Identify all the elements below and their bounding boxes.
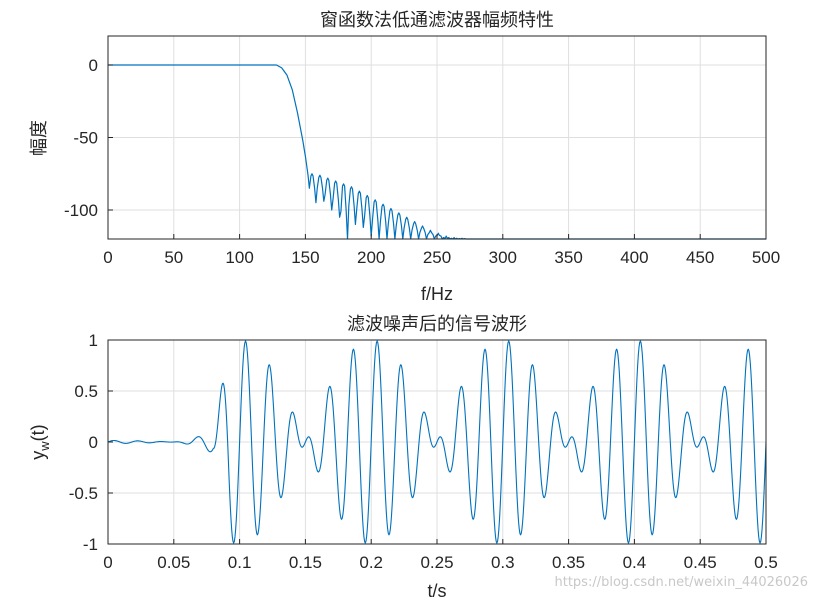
y-axis-label-1: 幅度	[29, 120, 50, 156]
x-tick-label: 500	[752, 248, 780, 267]
x-tick-label: 0.2	[359, 553, 383, 572]
x-tick-label: 0.45	[684, 553, 717, 572]
y-tick-label: -100	[64, 201, 98, 220]
x-tick-label: 450	[686, 248, 714, 267]
grid-1	[108, 36, 766, 239]
x-tick-label: 0.4	[623, 553, 647, 572]
y-axis-label-2-main: y	[28, 451, 48, 460]
x-tick-label: 400	[620, 248, 648, 267]
x-tick-label: 200	[357, 248, 385, 267]
magnitude-series-line	[108, 64, 766, 240]
x-tick-label: 0.25	[420, 553, 453, 572]
x-tick-label: 100	[225, 248, 253, 267]
y-axis-label-2-suffix: (t)	[28, 424, 48, 441]
x-tick-label: 350	[554, 248, 582, 267]
y-tick-label: 0	[89, 433, 98, 452]
magnitude-response-axes: 0 50 100 150 200 250 300 350 400 450 500 0 -50 -100 窗…	[29, 10, 780, 304]
signal-series-line	[107, 340, 767, 544]
x-axis-label-2: t/s	[427, 581, 446, 599]
x-tick-label: 0.3	[491, 553, 515, 572]
x-tick-label: 0.35	[552, 553, 585, 572]
x-tick-label: 0.05	[157, 553, 190, 572]
y-axis-label-2: yw(t)	[28, 424, 52, 459]
x-tick-label: 0.15	[289, 553, 322, 572]
x-tick-label: 0	[103, 553, 112, 572]
signal-curve	[107, 340, 767, 544]
magnitude-curve	[108, 64, 766, 240]
y-tick-label: -0.5	[69, 484, 98, 503]
ticks-2: 0 0.05 0.1 0.15 0.2 0.25 0.3 0.35 0.4 0.45 0.5 1 0.5…	[69, 331, 778, 572]
x-axis-label-1: f/Hz	[421, 284, 453, 304]
ticks-1: 0 50 100 150 200 250 300 350 400 450 500 0 -50 -100	[64, 56, 780, 267]
chart-title-2: 滤波噪声后的信号波形	[347, 314, 527, 335]
y-tick-label: -1	[83, 535, 98, 554]
x-tick-label: 0	[103, 248, 112, 267]
x-tick-label: 0.1	[228, 553, 252, 572]
y-tick-label: 0	[89, 56, 98, 75]
y-tick-label: 1	[89, 331, 98, 350]
svg-text:yw(t): yw(t)	[28, 424, 52, 459]
x-tick-label: 150	[291, 248, 319, 267]
chart-title-1: 窗函数法低通滤波器幅频特性	[320, 10, 554, 31]
y-tick-label: -50	[73, 129, 98, 148]
x-tick-label: 0.5	[754, 553, 778, 572]
watermark: https://blog.csdn.net/weixin_44026026	[554, 575, 808, 590]
x-tick-label: 250	[423, 248, 451, 267]
filtered-signal-axes: 0 0.05 0.1 0.15 0.2 0.25 0.3 0.35 0.4 0.45 0.5 1 0.5…	[28, 314, 778, 599]
x-tick-label: 300	[489, 248, 517, 267]
x-tick-label: 50	[164, 248, 183, 267]
y-tick-label: 0.5	[74, 382, 98, 401]
y-axis-label-2-sub: w	[37, 441, 52, 452]
